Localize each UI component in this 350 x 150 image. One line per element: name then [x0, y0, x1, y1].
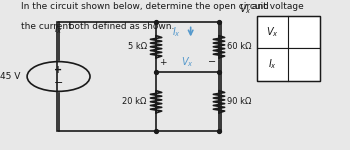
- Bar: [57, 21, 220, 131]
- Text: 20 kΩ: 20 kΩ: [122, 97, 147, 106]
- Text: the current: the current: [21, 22, 75, 31]
- Text: $I_x$: $I_x$: [172, 25, 181, 39]
- Text: In the circuit shown below, determine the open circuit voltage: In the circuit shown below, determine th…: [21, 2, 307, 11]
- Bar: [257, 16, 320, 81]
- Text: $V_x$: $V_x$: [266, 25, 279, 39]
- Text: 90 kΩ: 90 kΩ: [227, 97, 251, 106]
- Text: 45 V: 45 V: [0, 72, 20, 81]
- Text: 60 kΩ: 60 kΩ: [227, 42, 251, 51]
- Text: $V_x$: $V_x$: [239, 2, 252, 16]
- Text: $V_x$: $V_x$: [181, 56, 194, 69]
- Text: −: −: [54, 78, 63, 88]
- Text: 5 kΩ: 5 kΩ: [127, 42, 147, 51]
- Text: $I_x$: $I_x$: [54, 22, 63, 36]
- Text: −: −: [208, 57, 216, 67]
- Text: +: +: [55, 65, 63, 75]
- Bar: [257, 48, 320, 81]
- Text: $I_x$: $I_x$: [268, 58, 277, 72]
- Text: both defined as shown.: both defined as shown.: [63, 22, 175, 31]
- Text: +: +: [159, 58, 167, 67]
- Text: and: and: [249, 2, 269, 11]
- Bar: [257, 16, 320, 48]
